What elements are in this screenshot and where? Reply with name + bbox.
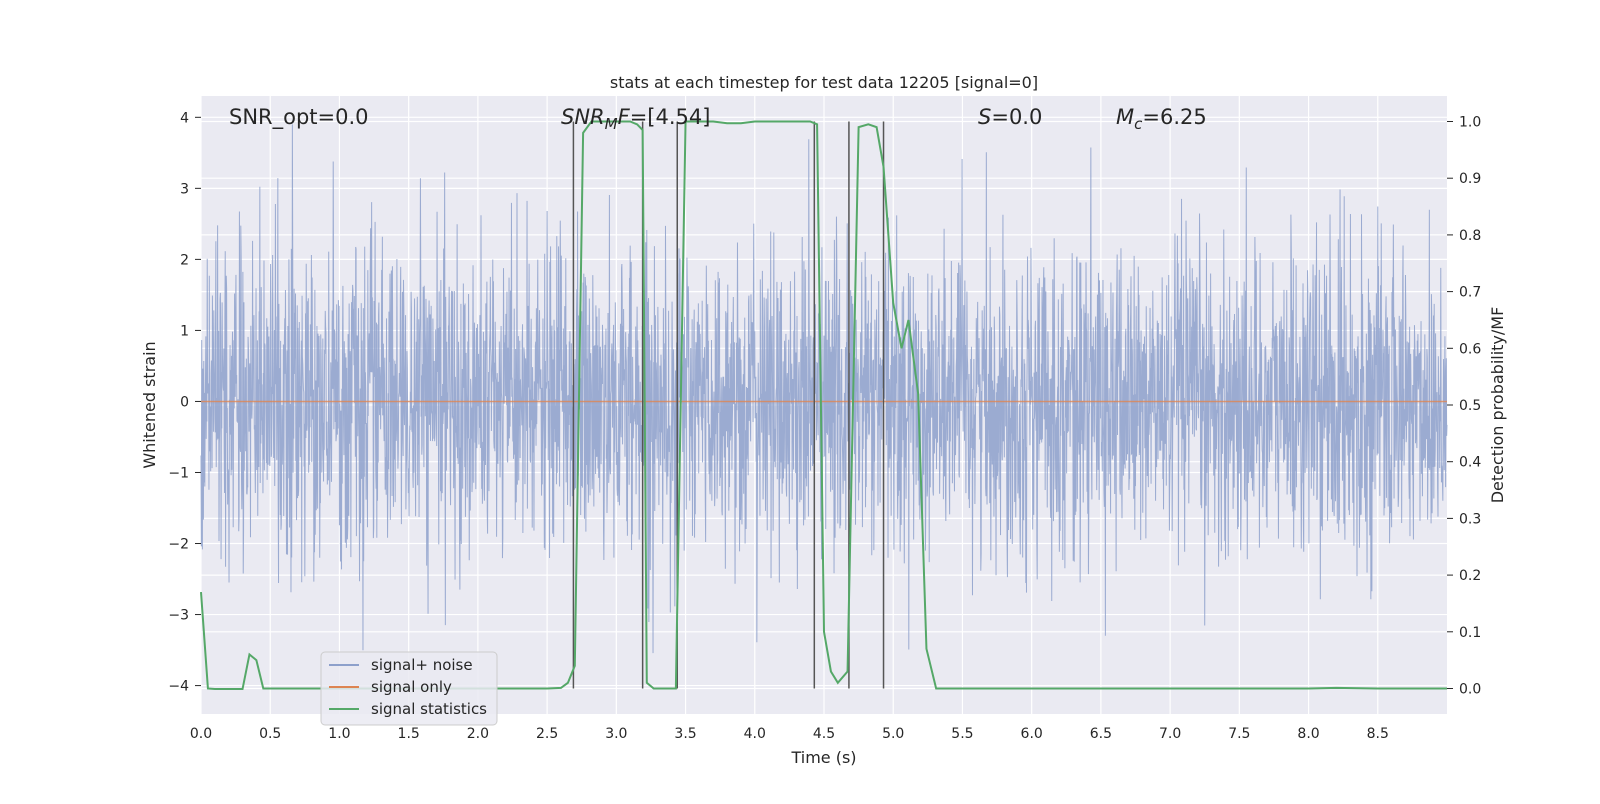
x-tick-label: 5.5 [951,726,973,742]
x-tick-label: 8.5 [1367,726,1389,742]
y-left-tick-label: 0 [180,394,189,410]
annotation-snr-mf: SNRMF=[4.54] [561,105,710,133]
y-right-tick-label: 0.0 [1459,681,1481,697]
y-right-tick-label: 0.3 [1459,511,1481,527]
series-signal-plus-noise-line [200,124,1448,654]
x-tick-label: 8.0 [1297,726,1319,742]
x-tick-label: 3.5 [674,726,696,742]
annotation-s: S=0.0 [978,105,1042,129]
y-right-tick-label: 0.1 [1459,625,1481,641]
legend-label-signal-only: signal only [371,678,452,696]
x-tick-label: 7.5 [1228,726,1250,742]
legend-label-statistics: signal statistics [371,700,487,718]
y-left-tick-label: 2 [180,252,189,268]
y-left-tick-label: 1 [180,323,189,339]
chart-title: stats at each timestep for test data 122… [610,73,1038,92]
y-left-tick-label: −2 [168,537,189,553]
y-right-tick-label: 0.2 [1459,568,1481,584]
x-tick-label: 5.0 [882,726,904,742]
ticks-layer: 0.0 0.5 1.0 1.5 2.0 2.5 3.0 3.5 4.0 4.5 5.0 5.5 6.0 6… [168,110,1481,742]
x-tick-label: 0.5 [259,726,281,742]
x-tick-label: 0.0 [190,726,212,742]
legend: signal+ noise signal only signal statist… [320,651,498,726]
x-tick-label: 7.0 [1159,726,1181,742]
y-left-tick-label: −3 [168,608,189,624]
x-tick-label: 4.0 [744,726,766,742]
y-left-tick-label: 3 [180,181,189,197]
x-tick-label: 1.0 [328,726,350,742]
y-left-tick-label: −1 [168,465,189,481]
y-right-tick-label: 0.8 [1459,228,1481,244]
annotation-snr-opt: SNR_opt=0.0 [229,105,369,130]
legend-frame [320,651,498,726]
statistics-layer [200,120,1447,691]
x-tick-label: 3.0 [605,726,627,742]
y-left-tick-label: 4 [180,110,189,126]
y-right-tick-label: 0.4 [1459,455,1481,471]
legend-label-noise: signal+ noise [371,656,473,674]
y-axis-label-left: Whitened strain [140,341,159,468]
y-left-tick-label: −4 [168,679,189,695]
x-tick-label: 6.0 [1021,726,1043,742]
y-right-tick-label: 0.6 [1459,341,1481,357]
noise-series-layer [200,124,1448,654]
y-right-tick-label: 0.7 [1459,285,1481,301]
x-tick-label: 1.5 [398,726,420,742]
x-tick-label: 2.0 [467,726,489,742]
annotation-mc: Mc=6.25 [1116,105,1207,133]
x-tick-label: 6.5 [1090,726,1112,742]
x-axis-label: Time (s) [790,748,856,767]
y-right-tick-label: 0.5 [1459,398,1481,414]
y-right-tick-label: 0.9 [1459,171,1481,187]
y-axis-label-right: Detection probability/MF [1488,307,1507,504]
x-tick-label: 4.5 [813,726,835,742]
series-signal-statistics-line [200,120,1447,691]
y-right-tick-label: 1.0 [1459,115,1481,131]
x-tick-label: 2.5 [536,726,558,742]
